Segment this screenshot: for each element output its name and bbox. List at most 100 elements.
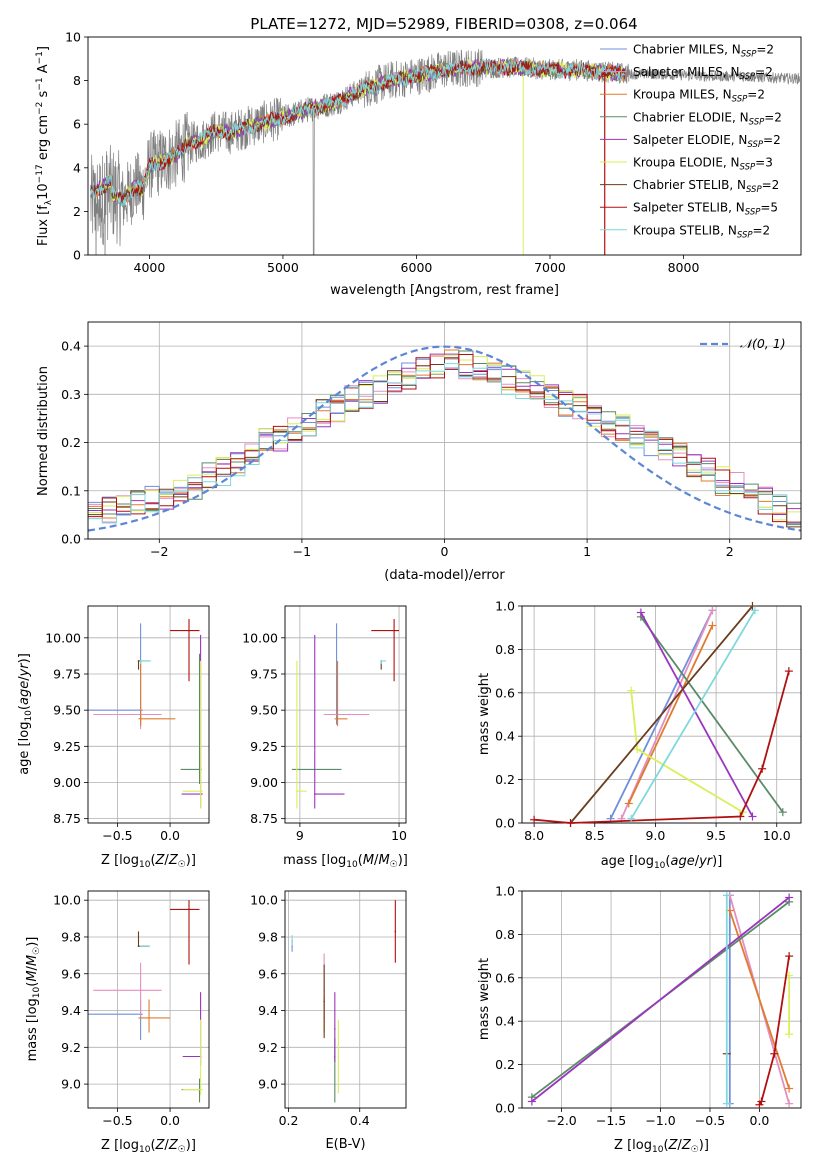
y-tick-label: 9.0 [61, 1077, 81, 1092]
x-axis-label-part: )] [186, 1138, 196, 1153]
model-spectrum-line [90, 58, 626, 204]
y-tick-label: 9.25 [53, 739, 81, 754]
age_vs_Z-frame [87, 605, 210, 824]
data-point [139, 660, 142, 662]
x-axis-label: age [log10(age/yr)] [601, 854, 723, 871]
legend-label-tail: =2 [762, 178, 780, 192]
legend-label-tail: =2 [763, 133, 781, 147]
y-tick-label: 9.6 [258, 966, 278, 981]
age_vs_mass-plot-area [291, 619, 400, 809]
legend-label-sub: SSP [747, 140, 763, 150]
x-tick-label: −0.5 [695, 1113, 725, 1128]
x-axis-label-part: Z [155, 1138, 166, 1153]
spectrum-axes: 4000 5000 6000 7000 8000 0 2 4 6 8 10 wavelength [A… [35, 30, 802, 298]
y-axis-label-part: yr [17, 662, 32, 678]
y-axis-label-part: mass [log [25, 998, 40, 1061]
model-spectrum-line [90, 57, 626, 204]
legend-label: Chabrier STELIB, NSSP=2 [633, 178, 779, 195]
x-axis-label-part: 10 [654, 861, 666, 871]
y-tick-label: 10 [65, 30, 81, 45]
x-axis-label-part: / [695, 854, 700, 869]
x-tick-label: 8.5 [585, 828, 605, 843]
y-tick-label: 9.75 [53, 666, 81, 681]
legend-label-main: Salpeter ELODIE, N [633, 133, 747, 147]
data-point [393, 629, 395, 632]
legend-label-main: Kroupa MILES, N [633, 88, 732, 102]
x-axis-label: wavelength [Angstrom, rest frame] [330, 283, 559, 298]
series-line [569, 605, 754, 824]
legend-label-sub: SSP [740, 163, 756, 173]
x-axis-label-part: yr [698, 854, 714, 869]
y-axis-label-part: age [17, 681, 32, 705]
x-axis-label: Z [log10(Z/Z☉)] [614, 1138, 709, 1155]
data-point [323, 1000, 325, 1003]
x-tick-label: 9 [296, 828, 304, 843]
series-line [627, 625, 714, 804]
legend-label: 𝒩(0, 1) [740, 336, 786, 351]
y-tick-label: 1.0 [495, 599, 515, 614]
y-tick-label: 4 [73, 160, 81, 175]
legend-label-main: Salpeter STELIB, N [633, 201, 745, 215]
legend-label-sub: SSP [741, 50, 757, 60]
weight_vs_Z-frame [521, 890, 802, 1109]
y-axis-label-part: −1 [35, 77, 45, 90]
mass_vs_ebv-frame [284, 890, 407, 1109]
legend-label-sub: SSP [737, 230, 753, 240]
legend-label-main: Salpeter MILES, N [633, 65, 740, 79]
y-axis-label-part: λ [44, 199, 54, 205]
x-tick-label: 0.4 [350, 1113, 370, 1128]
series-line [630, 690, 744, 813]
legend-label-sub: SSP [749, 117, 765, 127]
y-axis-label-part: M [25, 970, 40, 981]
x-axis-label-part: ( [358, 853, 363, 868]
y-axis-label-part: 10 [32, 986, 42, 998]
legend-label-main: Kroupa STELIB, N [633, 223, 737, 237]
x-axis-label-part: / [164, 853, 169, 868]
x-axis-label: mass [log10(M/M☉)] [283, 853, 408, 870]
x-tick-label: −0.5 [102, 1113, 132, 1128]
y-axis-label: mass weight [477, 673, 492, 755]
legend-label: Chabrier ELODIE, NSSP=2 [633, 110, 782, 127]
age_vs_mass-frame [284, 605, 407, 824]
y-tick-label: 0.2 [495, 1057, 515, 1072]
residual_hist-plot-area [88, 345, 801, 539]
x-tick-label: −1.0 [645, 1113, 675, 1128]
x-axis-label-part: 10 [139, 1145, 151, 1155]
x-axis-label-part: )] [398, 853, 408, 868]
x-axis-label-part: )] [699, 1138, 709, 1153]
y-axis-label-part: / [25, 965, 40, 970]
y-axis-label: age [log10(age/yr)] [17, 653, 34, 775]
y-axis-label-part: −17 [35, 164, 45, 183]
x-axis-label-part: 10 [652, 1145, 664, 1155]
y-tick-label: 9.4 [61, 1003, 81, 1018]
data-point [188, 629, 190, 632]
y-tick-label: 0.3 [61, 387, 81, 402]
y-axis-label-part: M [25, 955, 40, 966]
x-axis-label-part: M [378, 853, 389, 868]
legend-label-main: Chabrier ELODIE, N [633, 110, 749, 124]
x-axis-label-part: 10 [139, 860, 151, 870]
series-line [758, 955, 790, 1106]
y-axis-label-part: )] [25, 937, 40, 947]
data-point [380, 660, 383, 662]
weight_vs_age-frame [521, 605, 802, 824]
y-axis-label-part: ] [36, 46, 51, 51]
legend-label-sub: SSP [745, 208, 761, 218]
legend-label-tail: =2 [753, 223, 771, 237]
data-point [199, 790, 202, 792]
y-tick-label: 9.2 [258, 1040, 278, 1055]
y-axis-label-part: s [36, 90, 51, 101]
y-tick-label: 0.0 [495, 816, 515, 831]
weight_vs_age-axes: 8.0 8.5 9.0 9.5 10.0 0.0 0.2 0.4 0.6 0.8 1.0 age [l… [477, 599, 802, 871]
y-axis-label-part: 10 [24, 710, 34, 722]
y-tick-label: 0.2 [495, 772, 515, 787]
y-tick-label: 8 [73, 73, 81, 88]
y-axis-label-part: Flux [f [36, 205, 51, 246]
data-point [139, 945, 142, 947]
legend-label: Chabrier MILES, NSSP=2 [633, 43, 774, 60]
data-point [296, 790, 298, 792]
model-spectrum-line [90, 58, 626, 208]
mass_vs_Z-axes: −0.5 0.09.09.29.49.69.810.0Z [log10(Z/Z☉)… [25, 890, 210, 1155]
legend-label-main: Chabrier MILES, N [633, 43, 741, 57]
y-tick-label: 0.6 [495, 685, 515, 700]
